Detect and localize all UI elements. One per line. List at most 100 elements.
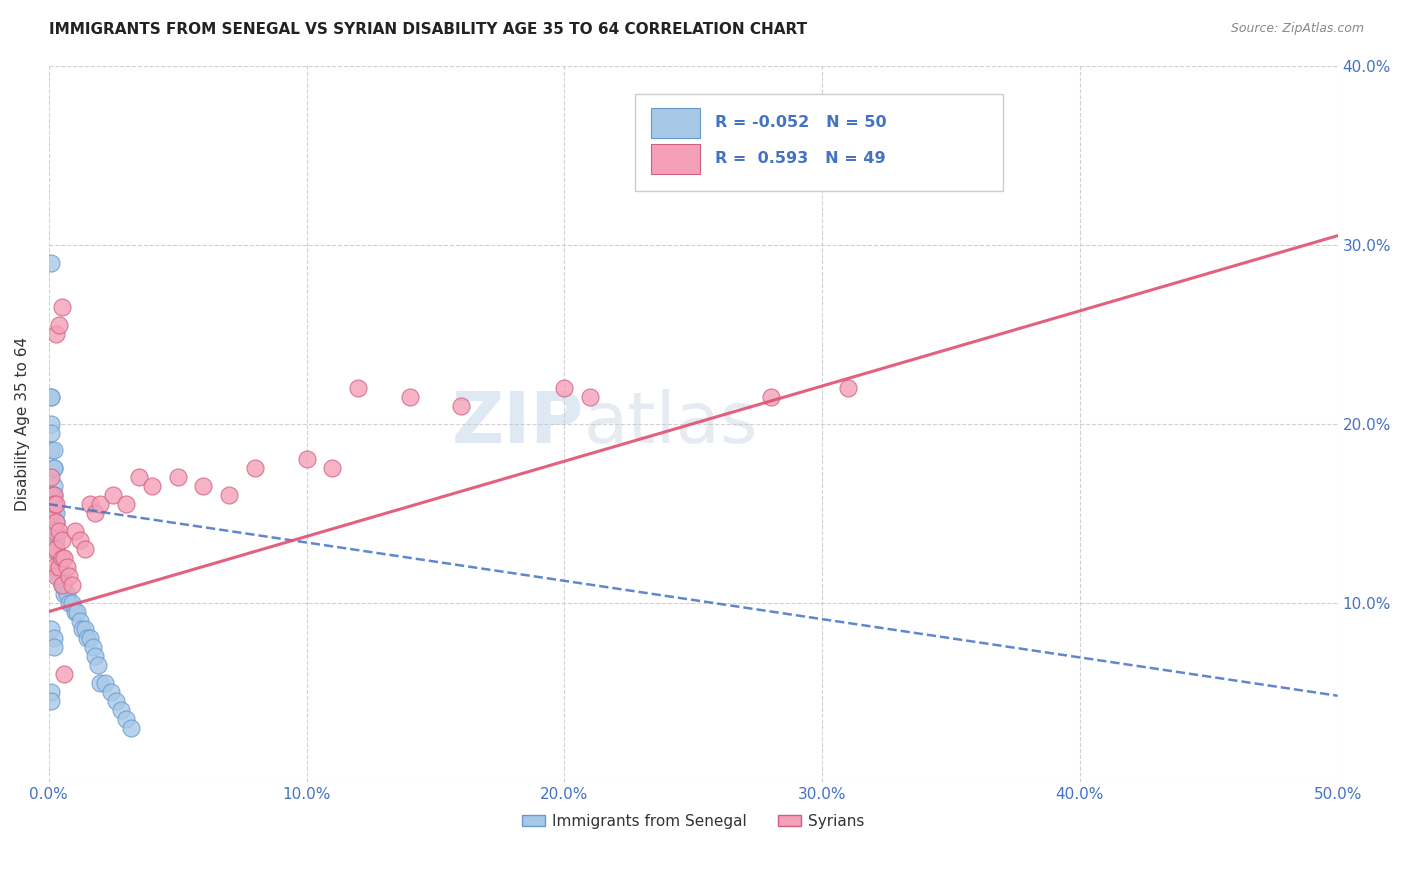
Point	[41, 623, 63, 637]
Point	[110, 703, 132, 717]
Point	[58, 596, 80, 610]
Point	[56, 587, 79, 601]
Point	[45, 541, 67, 556]
Point	[42, 524, 65, 538]
Legend: Immigrants from Senegal, Syrians: Immigrants from Senegal, Syrians	[516, 807, 870, 835]
Point	[41, 506, 63, 520]
Bar	[651, 108, 700, 138]
Point	[89, 497, 111, 511]
Point	[45, 506, 67, 520]
Point	[41, 470, 63, 484]
Point	[41, 694, 63, 708]
Point	[41, 417, 63, 431]
Point	[45, 533, 67, 547]
Point	[63, 524, 86, 538]
Point	[42, 461, 65, 475]
Point	[79, 497, 101, 511]
Point	[42, 497, 65, 511]
Point	[128, 470, 150, 484]
Text: ZIP: ZIP	[451, 389, 583, 458]
Point	[63, 605, 86, 619]
Point	[51, 550, 73, 565]
Text: IMMIGRANTS FROM SENEGAL VS SYRIAN DISABILITY AGE 35 TO 64 CORRELATION CHART: IMMIGRANTS FROM SENEGAL VS SYRIAN DISABI…	[49, 22, 807, 37]
Point	[553, 381, 575, 395]
Point	[104, 694, 127, 708]
Point	[84, 649, 107, 664]
Point	[66, 605, 89, 619]
Point	[42, 506, 65, 520]
Point	[45, 515, 67, 529]
Point	[48, 524, 70, 538]
Point	[45, 327, 67, 342]
Point	[45, 515, 67, 529]
Point	[69, 533, 91, 547]
Point	[41, 443, 63, 458]
Point	[42, 488, 65, 502]
Point	[48, 569, 70, 583]
Point	[759, 390, 782, 404]
Point	[89, 676, 111, 690]
Point	[79, 632, 101, 646]
Point	[41, 425, 63, 440]
Point	[72, 623, 94, 637]
Point	[51, 533, 73, 547]
Point	[41, 390, 63, 404]
Point	[398, 390, 420, 404]
Point	[51, 569, 73, 583]
Point	[42, 497, 65, 511]
Y-axis label: Disability Age 35 to 64: Disability Age 35 to 64	[15, 336, 30, 511]
Point	[42, 640, 65, 655]
Point	[48, 559, 70, 574]
Point	[41, 541, 63, 556]
Text: Source: ZipAtlas.com: Source: ZipAtlas.com	[1230, 22, 1364, 36]
Point	[48, 550, 70, 565]
Point	[837, 381, 859, 395]
Point	[115, 497, 138, 511]
Point	[53, 667, 76, 681]
Bar	[651, 144, 700, 174]
Point	[42, 488, 65, 502]
Point	[60, 596, 83, 610]
Point	[45, 497, 67, 511]
Point	[53, 550, 76, 565]
Point	[243, 461, 266, 475]
Point	[94, 676, 117, 690]
Point	[51, 300, 73, 314]
Point	[141, 479, 163, 493]
Point	[69, 614, 91, 628]
Point	[87, 658, 110, 673]
Point	[42, 632, 65, 646]
Point	[42, 443, 65, 458]
Point	[115, 712, 138, 726]
Point	[42, 479, 65, 493]
Point	[579, 390, 602, 404]
Point	[321, 461, 343, 475]
Point	[56, 559, 79, 574]
Point	[73, 541, 96, 556]
Point	[58, 569, 80, 583]
Point	[100, 685, 122, 699]
Point	[45, 541, 67, 556]
Point	[51, 578, 73, 592]
Point	[53, 578, 76, 592]
Point	[295, 452, 318, 467]
Point	[73, 623, 96, 637]
Point	[41, 390, 63, 404]
Point	[41, 488, 63, 502]
Point	[51, 578, 73, 592]
Point	[914, 139, 936, 153]
Point	[45, 524, 67, 538]
Point	[45, 569, 67, 583]
Point	[41, 255, 63, 269]
Point	[84, 506, 107, 520]
Point	[450, 399, 472, 413]
Point	[120, 721, 142, 735]
Text: R = -0.052   N = 50: R = -0.052 N = 50	[716, 115, 887, 130]
Point	[166, 470, 188, 484]
Point	[42, 461, 65, 475]
Text: R =  0.593   N = 49: R = 0.593 N = 49	[716, 151, 886, 166]
Point	[103, 488, 125, 502]
Text: atlas: atlas	[583, 389, 758, 458]
Point	[60, 578, 83, 592]
Point	[82, 640, 104, 655]
